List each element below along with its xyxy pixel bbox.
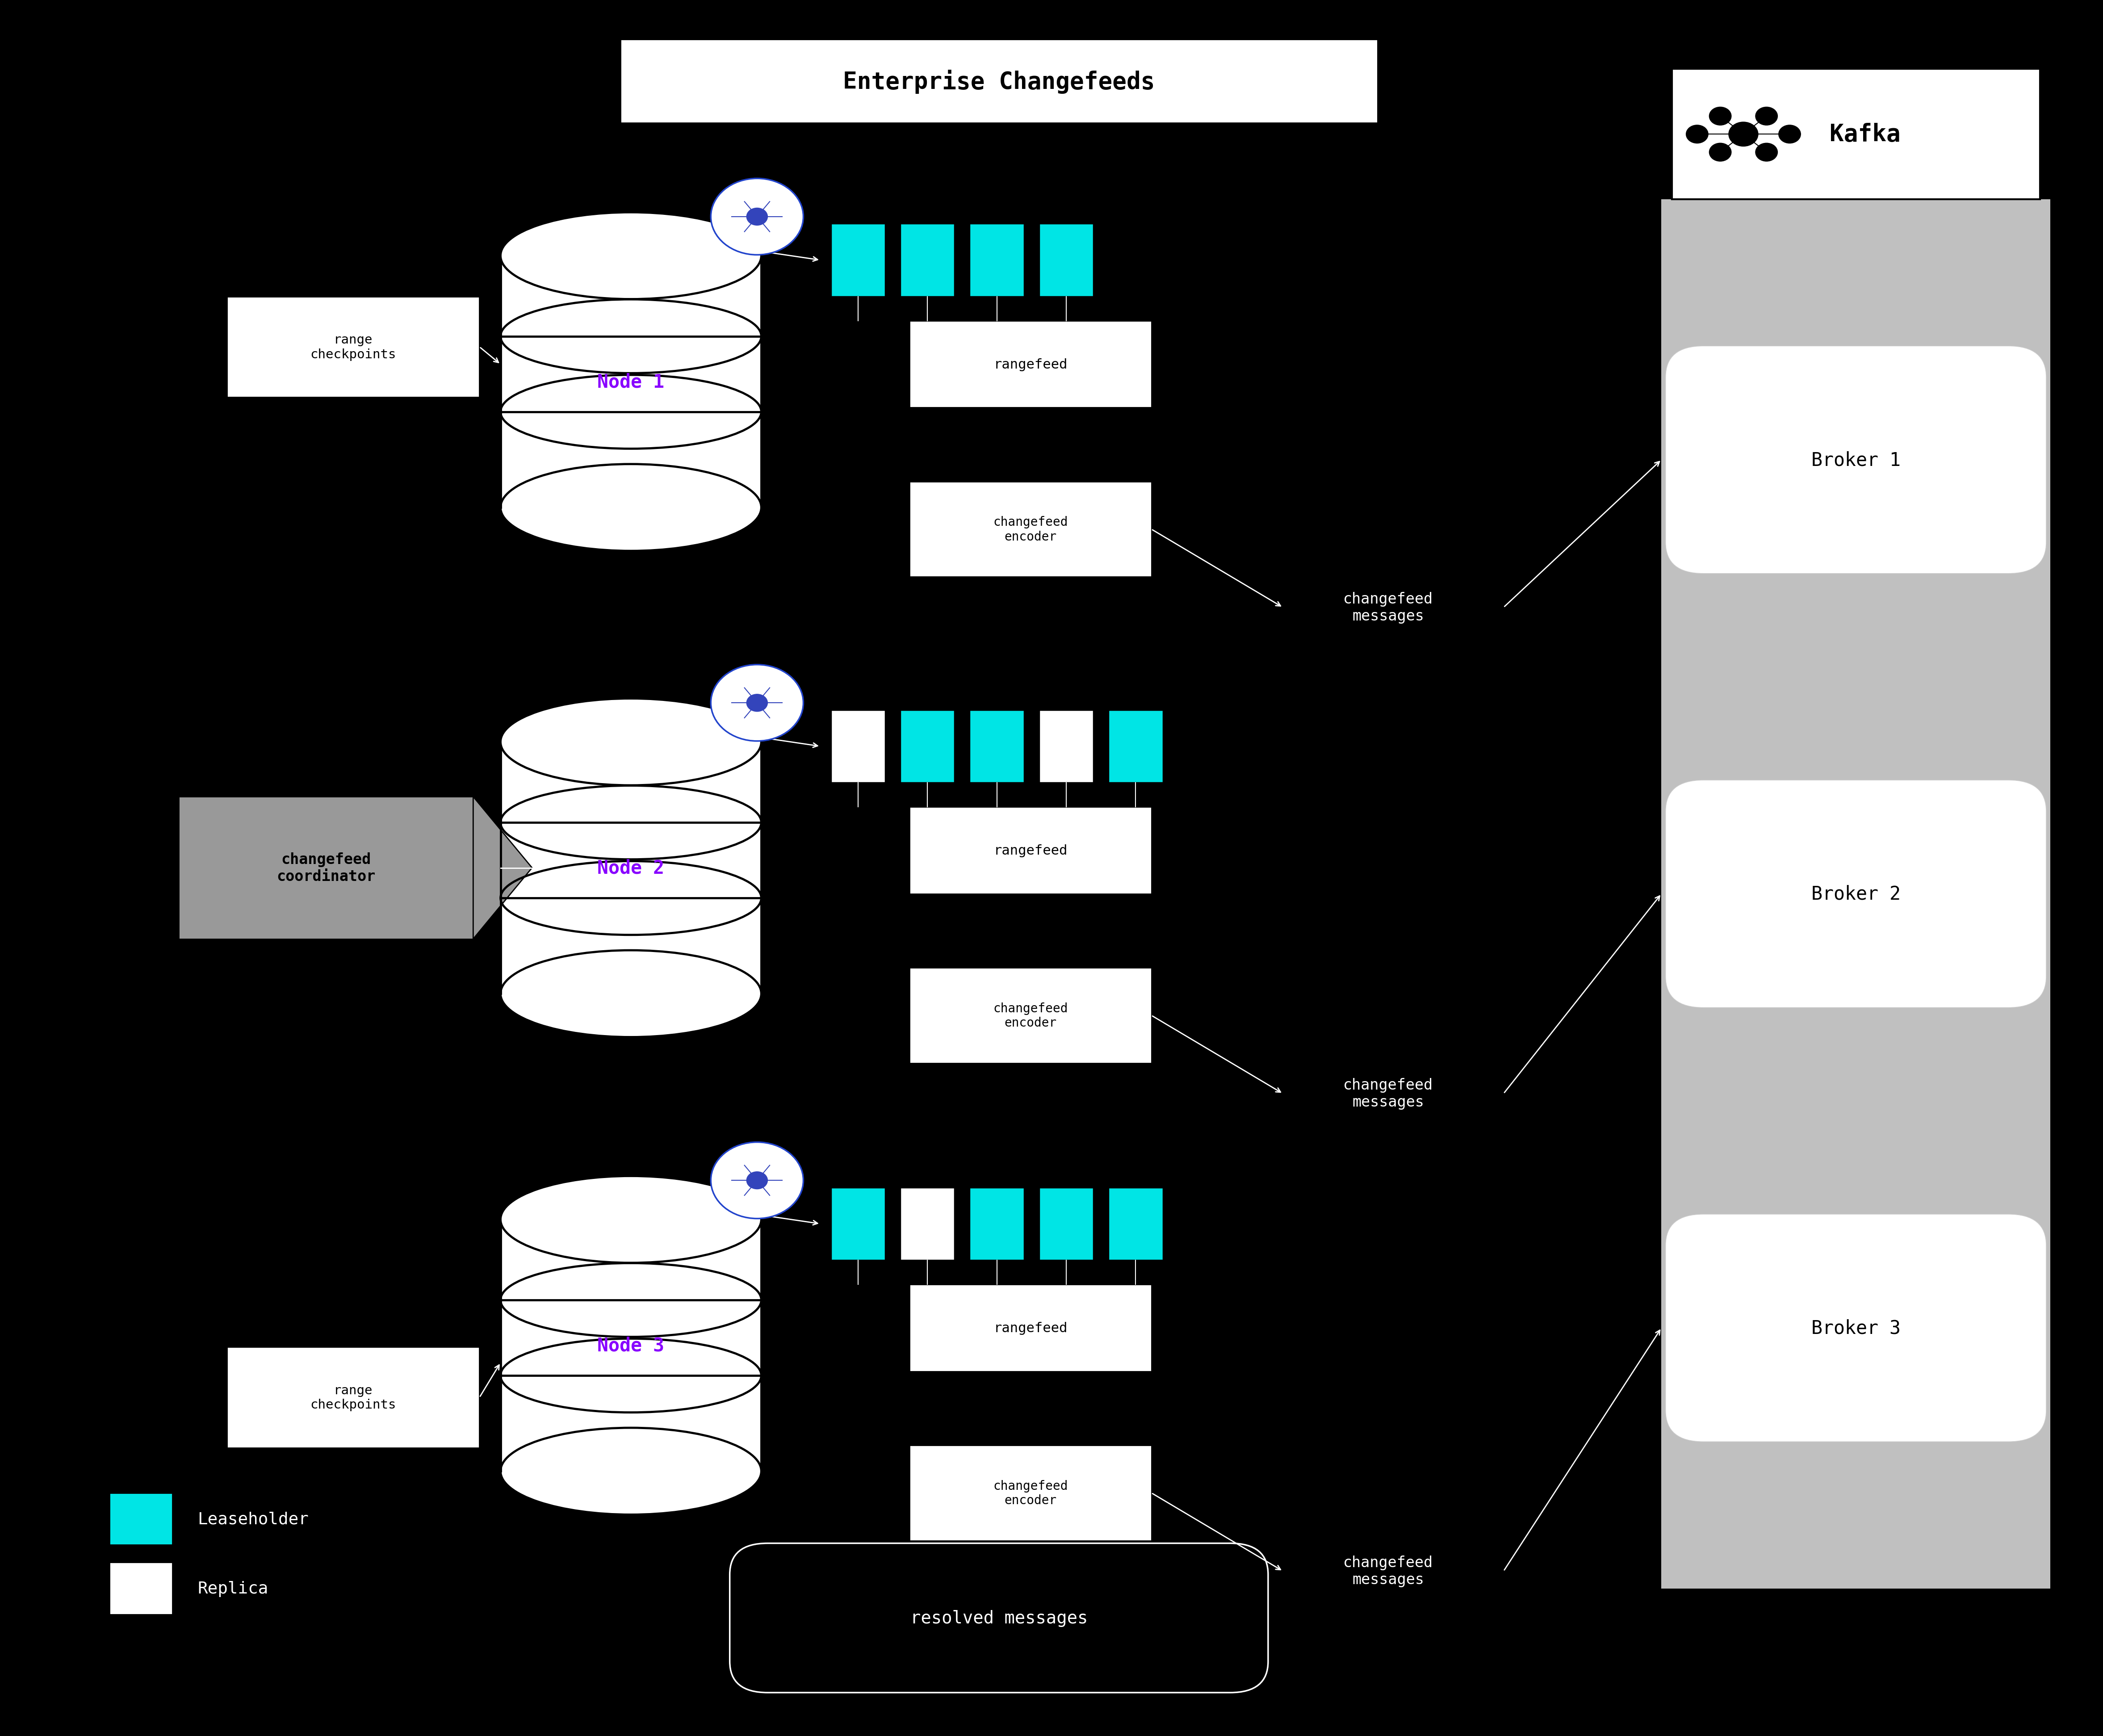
FancyBboxPatch shape <box>109 1493 172 1545</box>
Text: rangefeed: rangefeed <box>993 1321 1068 1335</box>
Text: Leaseholder: Leaseholder <box>198 1510 309 1528</box>
FancyBboxPatch shape <box>1039 1187 1094 1260</box>
FancyBboxPatch shape <box>1661 200 2050 1588</box>
FancyBboxPatch shape <box>227 1347 479 1448</box>
Text: Node 3: Node 3 <box>597 1337 665 1354</box>
Circle shape <box>1729 122 1758 146</box>
Text: changefeed
coordinator: changefeed coordinator <box>275 852 376 884</box>
FancyBboxPatch shape <box>1672 69 2040 200</box>
Text: changefeed
messages: changefeed messages <box>1344 1078 1432 1109</box>
Text: changefeed
encoder: changefeed encoder <box>993 1002 1068 1029</box>
Circle shape <box>711 179 803 255</box>
FancyBboxPatch shape <box>900 710 955 783</box>
Circle shape <box>1756 108 1777 125</box>
FancyBboxPatch shape <box>1039 224 1094 297</box>
Text: Broker 2: Broker 2 <box>1811 885 1901 903</box>
Polygon shape <box>473 797 532 939</box>
FancyBboxPatch shape <box>620 40 1377 123</box>
Ellipse shape <box>501 951 761 1036</box>
FancyBboxPatch shape <box>908 969 1152 1062</box>
Circle shape <box>747 694 768 712</box>
FancyBboxPatch shape <box>1666 347 2046 573</box>
Ellipse shape <box>501 1177 761 1264</box>
FancyBboxPatch shape <box>109 1562 172 1614</box>
Polygon shape <box>501 257 761 507</box>
FancyBboxPatch shape <box>730 1543 1268 1693</box>
FancyBboxPatch shape <box>908 1444 1152 1542</box>
FancyBboxPatch shape <box>179 797 473 939</box>
Text: Kafka: Kafka <box>1830 123 1901 146</box>
FancyBboxPatch shape <box>900 1187 955 1260</box>
FancyBboxPatch shape <box>1039 710 1094 783</box>
Circle shape <box>1687 125 1708 144</box>
Circle shape <box>747 208 768 226</box>
Text: rangefeed: rangefeed <box>993 844 1068 858</box>
Text: range
checkpoints: range checkpoints <box>311 1384 395 1411</box>
Text: Enterprise Changefeeds: Enterprise Changefeeds <box>843 69 1155 94</box>
Circle shape <box>1710 108 1731 125</box>
Circle shape <box>747 1172 768 1189</box>
Ellipse shape <box>501 464 761 552</box>
FancyBboxPatch shape <box>831 224 885 297</box>
Circle shape <box>711 1142 803 1219</box>
Ellipse shape <box>501 212 761 300</box>
FancyBboxPatch shape <box>969 710 1024 783</box>
Text: changefeed
encoder: changefeed encoder <box>993 1479 1068 1507</box>
Text: Broker 1: Broker 1 <box>1811 451 1901 469</box>
Circle shape <box>711 665 803 741</box>
Text: Node 2: Node 2 <box>597 859 665 877</box>
FancyBboxPatch shape <box>1108 710 1163 783</box>
Text: changefeed
messages: changefeed messages <box>1344 592 1432 623</box>
Text: changefeed
encoder: changefeed encoder <box>993 516 1068 543</box>
Text: rangefeed: rangefeed <box>993 358 1068 372</box>
FancyBboxPatch shape <box>908 481 1152 576</box>
FancyBboxPatch shape <box>908 321 1152 408</box>
FancyBboxPatch shape <box>227 297 479 398</box>
Text: Node 1: Node 1 <box>597 373 665 391</box>
Text: resolved messages: resolved messages <box>911 1609 1087 1627</box>
Circle shape <box>1710 144 1731 161</box>
FancyBboxPatch shape <box>908 807 1152 894</box>
FancyBboxPatch shape <box>1666 781 2046 1007</box>
Circle shape <box>1779 125 1800 144</box>
Text: range
checkpoints: range checkpoints <box>311 333 395 361</box>
Ellipse shape <box>501 698 761 785</box>
Text: changefeed
messages: changefeed messages <box>1344 1555 1432 1587</box>
FancyBboxPatch shape <box>969 224 1024 297</box>
Circle shape <box>1756 144 1777 161</box>
FancyBboxPatch shape <box>831 710 885 783</box>
Ellipse shape <box>501 1427 761 1514</box>
FancyBboxPatch shape <box>831 1187 885 1260</box>
FancyBboxPatch shape <box>969 1187 1024 1260</box>
Polygon shape <box>501 743 761 993</box>
FancyBboxPatch shape <box>1666 1215 2046 1441</box>
FancyBboxPatch shape <box>1108 1187 1163 1260</box>
Text: Broker 3: Broker 3 <box>1811 1319 1901 1337</box>
FancyBboxPatch shape <box>900 224 955 297</box>
FancyBboxPatch shape <box>908 1285 1152 1371</box>
Polygon shape <box>501 1220 761 1470</box>
Text: Replica: Replica <box>198 1580 269 1597</box>
